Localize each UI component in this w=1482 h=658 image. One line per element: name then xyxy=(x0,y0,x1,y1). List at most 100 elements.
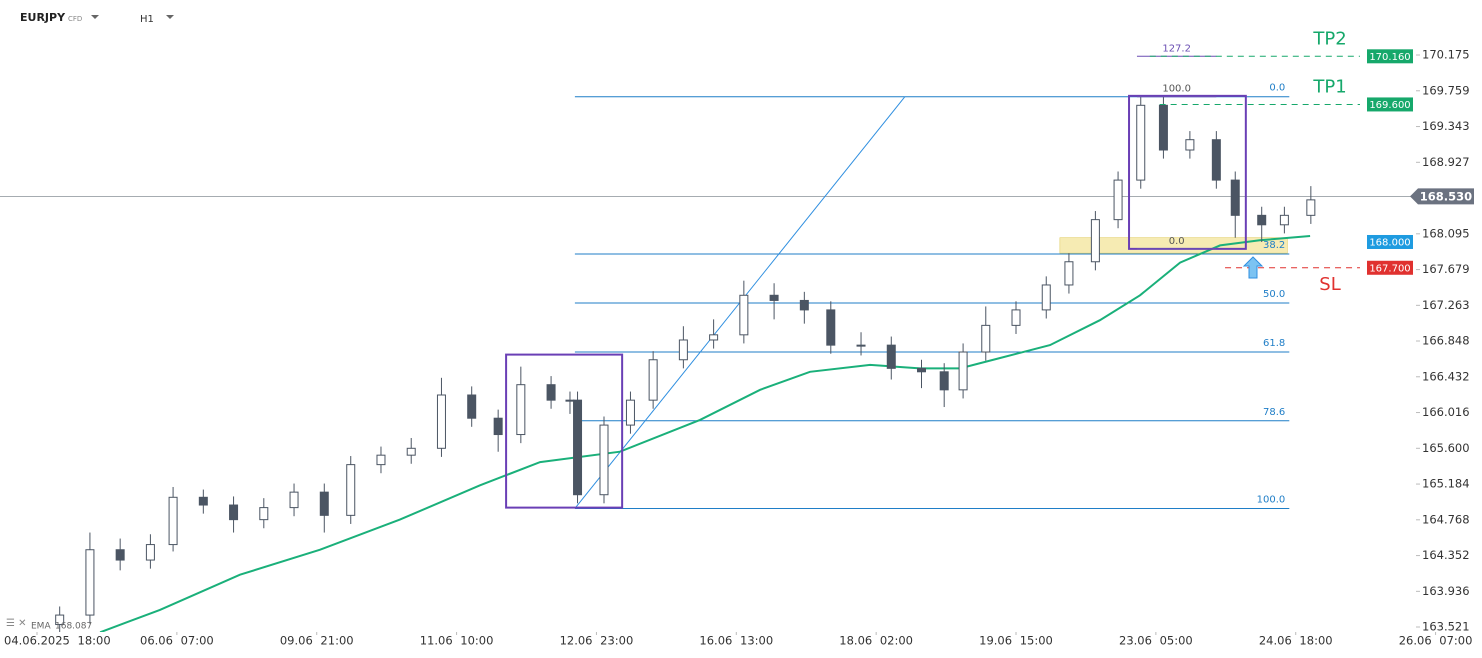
candle-body xyxy=(1090,219,1100,263)
candle-body xyxy=(319,491,329,516)
candle-body xyxy=(436,394,446,449)
y-tick-label: 163.521 xyxy=(1422,620,1470,634)
y-tick-label: 168.095 xyxy=(1422,226,1470,240)
timeframe-dropdown[interactable] xyxy=(166,15,174,19)
candle-body xyxy=(346,464,356,516)
instrument: CFD xyxy=(68,15,82,23)
y-tick-label: 163.936 xyxy=(1422,584,1470,598)
candle-body xyxy=(799,299,809,311)
symbol-dropdown[interactable] xyxy=(91,15,99,19)
candle-body xyxy=(376,454,386,466)
candle-body xyxy=(1211,139,1221,181)
fib2-label: 100.0 xyxy=(1162,84,1191,95)
plot-area: 0.0 38.2 50.0 61.8 78.6 100.0 127.2 100.0 0.0 xyxy=(55,43,1360,632)
level-box xyxy=(1367,97,1413,112)
plot-underlay xyxy=(0,196,1416,254)
candle-body xyxy=(55,614,65,626)
candle-body xyxy=(981,324,991,353)
x-tick-label: 26.06 07:00 xyxy=(1399,634,1473,648)
candle-body xyxy=(1136,104,1146,181)
entry-arrow xyxy=(1242,256,1264,279)
x-tick-label: 19.06 15:00 xyxy=(979,634,1053,648)
candle-body xyxy=(1011,309,1021,326)
candle-body xyxy=(115,549,125,561)
candle-body xyxy=(406,447,416,456)
candle-body xyxy=(565,399,575,402)
candle-body xyxy=(493,417,503,436)
timeframe[interactable]: H1 xyxy=(140,14,154,25)
y-tick-label: 166.848 xyxy=(1422,334,1470,348)
candle-body xyxy=(1158,104,1168,151)
x-tick-label: 16.06 13:00 xyxy=(699,634,773,648)
level-name: TP2 xyxy=(1312,28,1346,49)
indicator-name: EMA xyxy=(31,622,51,632)
current-price-tag xyxy=(1410,188,1474,205)
level-box-label: 167.700 xyxy=(1369,263,1410,274)
x-tick-label: 09.06 21:00 xyxy=(280,634,354,648)
fib-label: 50.0 xyxy=(1263,289,1285,300)
pattern-box xyxy=(505,353,624,509)
y-tick-label: 164.352 xyxy=(1422,548,1470,562)
x-tick-label: 04.06.2025 18:00 xyxy=(4,634,111,648)
candle-body xyxy=(145,544,155,561)
candle-body xyxy=(856,344,866,347)
x-tick-label: 18.06 02:00 xyxy=(839,634,913,648)
y-tick-label: 169.343 xyxy=(1422,119,1470,133)
x-tick-label: 12.06 23:00 xyxy=(560,634,634,648)
x-tick-label: 24.06 18:00 xyxy=(1259,634,1333,648)
candle-body xyxy=(259,507,269,521)
ema-line xyxy=(99,235,1311,632)
candle-body xyxy=(516,384,526,436)
overlay: 170.175 169.759 169.343 168.927 168.095 167.6… xyxy=(4,28,1474,648)
level-box-label: 168.000 xyxy=(1369,237,1410,248)
candle-body xyxy=(1113,179,1123,221)
level-name: TP1 xyxy=(1312,76,1346,97)
fib-label: 100.0 xyxy=(1257,494,1286,505)
candle-body xyxy=(917,367,927,373)
x-tick-label: 23.06 05:00 xyxy=(1119,634,1193,648)
level-box xyxy=(1367,49,1413,64)
indicator-value: 168.087 xyxy=(55,622,92,632)
fib-label: 61.8 xyxy=(1263,338,1285,349)
level-box xyxy=(1367,260,1413,275)
candle-body xyxy=(958,351,968,391)
x-tick-label: 11.06 10:00 xyxy=(420,634,494,648)
y-tick-label: 164.768 xyxy=(1422,512,1470,526)
y-tick-label: 166.432 xyxy=(1422,369,1470,383)
candle-body xyxy=(648,359,658,401)
candle-body xyxy=(625,399,635,426)
candle-body xyxy=(769,294,779,301)
level-box-label: 170.160 xyxy=(1369,52,1410,63)
level-name: SL xyxy=(1319,274,1340,295)
fib2-label: 0.0 xyxy=(1169,236,1185,247)
candle-body xyxy=(198,496,208,506)
candle-body xyxy=(168,496,178,546)
current-price-label: 168.530 xyxy=(1420,189,1472,203)
indicator-menu[interactable]: ☰ ✕ xyxy=(6,618,27,629)
y-tick-label: 165.184 xyxy=(1422,477,1470,491)
fib-label: 0.0 xyxy=(1269,83,1285,94)
fib2-label: 127.2 xyxy=(1162,43,1191,54)
candle-body xyxy=(546,384,556,401)
candle-body xyxy=(289,491,299,509)
candle-body xyxy=(1257,214,1267,226)
y-tick-label: 167.263 xyxy=(1422,298,1470,312)
level-box-label: 169.600 xyxy=(1369,100,1410,111)
candle-body xyxy=(1230,179,1240,216)
symbol[interactable]: EURJPY xyxy=(20,11,66,24)
fib-label: 78.6 xyxy=(1263,407,1285,418)
y-tick-label: 168.927 xyxy=(1422,155,1470,169)
candle-body xyxy=(229,504,239,521)
candle-body xyxy=(1279,214,1289,226)
candle-body xyxy=(678,339,688,361)
y-tick-label: 167.679 xyxy=(1422,262,1470,276)
y-tick-label: 169.759 xyxy=(1422,83,1470,97)
candle-body xyxy=(1185,139,1195,151)
y-tick-label: 165.600 xyxy=(1422,441,1470,455)
candle-body xyxy=(573,399,583,496)
candle-body xyxy=(599,424,609,496)
candle-body xyxy=(826,309,836,346)
candle-body xyxy=(939,371,949,391)
y-tick-label: 166.016 xyxy=(1422,405,1470,419)
